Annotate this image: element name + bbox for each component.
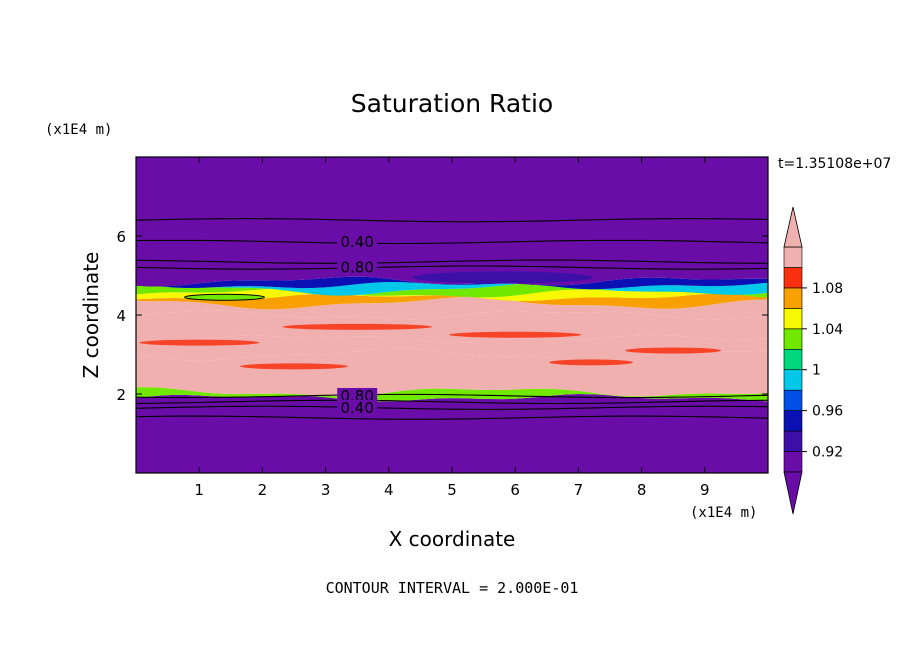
streak-1 [282,323,433,330]
contour-line-4 [135,393,769,399]
y-axis-label: Z coordinate [79,252,103,379]
colorbar-swatch-4 [783,369,803,391]
contour-line-0 [135,218,769,223]
x-tick-label-2: 2 [258,481,268,499]
contour-line-6 [135,405,769,410]
colorbar-swatch-0 [783,451,803,473]
band-5 [136,296,768,320]
band-7 [136,288,768,301]
y-tick-label-6: 6 [116,228,126,246]
contour-label-3: 0.40 [340,399,373,417]
colorbar-label-2: 1 [812,363,821,379]
contour-lines: 0.400.800.800.40 [135,218,769,420]
colorbar-swatch-3 [783,389,803,411]
time-label: t=1.35108e+07 [778,156,891,172]
contour-line-2 [135,259,769,264]
contour-line-1 [135,239,769,245]
y-tick-label-2: 2 [116,386,126,404]
colorbar-swatch-2 [783,410,803,432]
contour-label-0: 0.40 [340,233,373,251]
colorbar-swatch-1 [783,430,803,452]
band-6 [136,293,768,310]
y-tick-label-4: 4 [116,307,126,325]
streak-4 [240,363,348,370]
colorbar-swatch-6 [783,328,803,350]
contour-label-bg-1 [337,259,378,274]
x-unit-label: (x1E4 m) [690,505,757,521]
chart-title: Saturation Ratio [351,89,553,118]
contour-line-3 [135,265,769,270]
x-tick-label-1: 1 [194,481,204,499]
x-ticks: 1 2 3 4 5 6 7 8 9 [194,157,710,499]
y-unit-label: (x1E4 m) [45,122,112,138]
band-3 [136,334,768,361]
colorbar-under-arrow [783,471,803,515]
x-tick-label-4: 4 [384,481,394,499]
streak-5 [549,359,634,366]
band-8 [136,283,768,298]
contour-label-bg-0 [337,233,378,248]
contour-interval-footer: CONTOUR INTERVAL = 2.000E-01 [326,579,579,597]
colorbar-over-arrow [783,206,803,248]
x-tick-label-7: 7 [574,481,584,499]
contour-line-5 [135,399,769,405]
x-axis-label: X coordinate [389,527,516,551]
colorbar: 1.08 1.04 1 0.96 0.92 [783,206,843,515]
colorbar-swatch-8 [783,287,803,309]
band-10 [136,276,768,290]
band-9 [136,282,768,296]
colorbar-swatch-7 [783,308,803,330]
y-ticks: 2 4 6 [116,228,768,404]
streak-0 [139,339,260,346]
colorbar-swatch-5 [783,348,803,371]
colorbar-label-3: 0.96 [812,404,843,420]
x-tick-label-3: 3 [321,481,331,499]
streak-3 [625,347,722,354]
colorbar-label-1: 1.04 [812,322,843,338]
band-4 [136,310,768,343]
colorbar-label-4: 0.92 [812,445,843,461]
contour-label-1: 0.80 [340,259,373,277]
moist-patch [412,271,593,284]
x-tick-label-9: 9 [700,481,710,499]
colorbar-swatch-9 [783,267,803,289]
plot-area [136,157,768,473]
contour-label-bg-2 [337,387,378,402]
streak-2 [449,331,582,338]
contour-line-7 [135,415,769,420]
contour-loop [183,293,265,301]
x-tick-label-5: 5 [447,481,457,499]
x-tick-label-6: 6 [510,481,520,499]
band-0 [136,394,768,473]
colorbar-label-0: 1.08 [812,281,843,297]
colorbar-swatch-10 [783,246,803,268]
x-tick-label-8: 8 [637,481,647,499]
contour-label-bg-3 [337,399,378,414]
